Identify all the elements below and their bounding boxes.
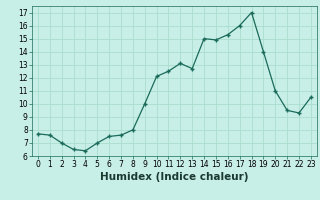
X-axis label: Humidex (Indice chaleur): Humidex (Indice chaleur) xyxy=(100,172,249,182)
